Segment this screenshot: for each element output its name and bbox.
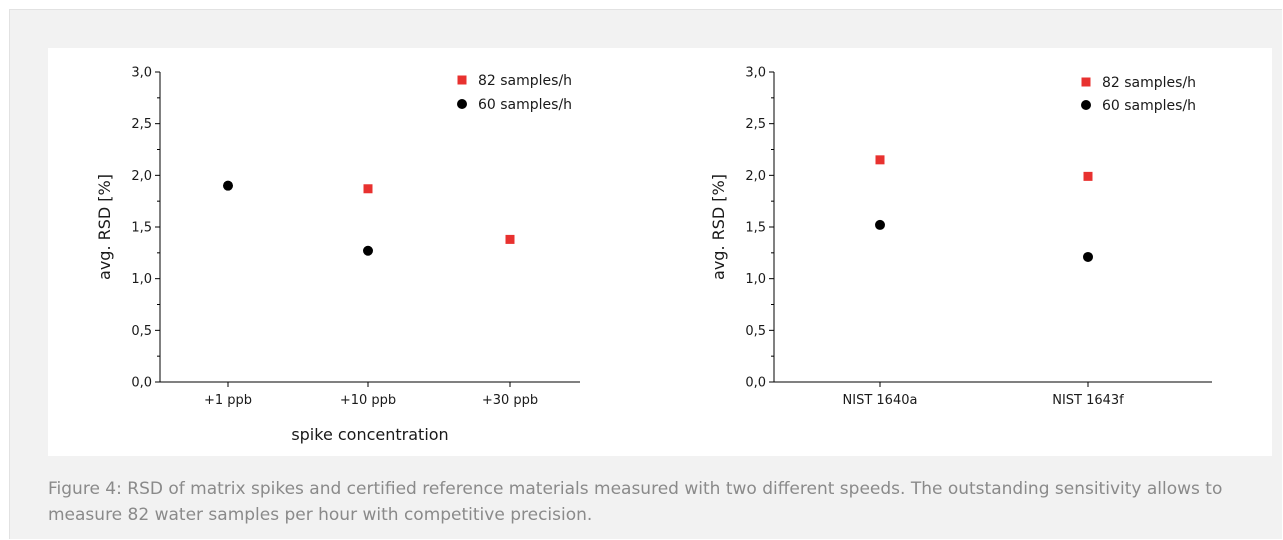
y-tick-label: 0,0 [745, 376, 766, 391]
figure-caption: Figure 4: RSD of matrix spikes and certi… [48, 479, 1223, 525]
y-tick-label: 0,5 [745, 324, 766, 339]
legend: 82 samples/h 60 samples/h [457, 73, 572, 113]
legend-label: 82 samples/h [478, 73, 572, 89]
data-point-82-samples [1083, 171, 1093, 181]
y-tick-label: 3,0 [745, 66, 766, 81]
legend-marker-square [457, 75, 467, 85]
data-point-82-samples [363, 184, 373, 194]
data-point-60-samples [1083, 251, 1093, 262]
y-axis-title: avg. RSD [%] [709, 174, 728, 280]
x-tick-label: +10 ppb [340, 393, 396, 408]
x-tick-label: NIST 1643f [1052, 393, 1124, 408]
y-tick-label: 1,5 [745, 221, 766, 236]
y-tick-label: 1,5 [131, 221, 152, 236]
data-point-82-samples [505, 234, 515, 244]
legend-label: 60 samples/h [478, 97, 572, 113]
y-tick-label: 3,0 [131, 66, 152, 81]
data-point-60-samples [875, 219, 885, 230]
data-point-82-samples [875, 155, 885, 165]
x-tick-label: NIST 1640a [843, 393, 918, 408]
y-tick-label: 1,0 [745, 272, 766, 287]
charts-svg: 0,0 0,5 1,0 1,5 2,0 2,5 3,0 +1 ppb +10 ppb +30 pp… [95, 66, 1212, 444]
x-tick-label: +30 ppb [482, 393, 538, 408]
y-axis-title: avg. RSD [%] [95, 174, 114, 280]
y-tick-label: 2,0 [745, 169, 766, 184]
x-axis-title: spike concentration [291, 425, 448, 444]
y-tick-label: 2,5 [745, 117, 766, 132]
y-tick-label: 0,5 [131, 324, 152, 339]
figure-frame: 0,0 0,5 1,0 1,5 2,0 2,5 3,0 +1 ppb +10 ppb +30 pp… [9, 9, 1282, 539]
chart-panel: 0,0 0,5 1,0 1,5 2,0 2,5 3,0 +1 ppb +10 ppb +30 pp… [48, 48, 1272, 456]
chart-1: 0,0 0,5 1,0 1,5 2,0 2,5 3,0 +1 ppb +10 ppb +30 pp… [95, 66, 580, 444]
legend: 82 samples/h 60 samples/h [1081, 75, 1196, 114]
data-point-60-samples [223, 180, 233, 191]
chart-2: 0,0 0,5 1,0 1,5 2,0 2,5 3,0 NIST 1640a NIST 1643… [709, 66, 1212, 408]
y-tick-label: 2,0 [131, 169, 152, 184]
legend-label: 82 samples/h [1102, 75, 1196, 91]
y-tick-label: 0,0 [131, 376, 152, 391]
data-point-60-samples [363, 245, 373, 256]
legend-marker-circle [457, 99, 467, 109]
legend-marker-circle [1081, 100, 1091, 110]
y-tick-label: 1,0 [131, 272, 152, 287]
legend-label: 60 samples/h [1102, 98, 1196, 114]
y-tick-label: 2,5 [131, 117, 152, 132]
legend-marker-square [1081, 77, 1091, 87]
x-tick-label: +1 ppb [204, 393, 252, 408]
